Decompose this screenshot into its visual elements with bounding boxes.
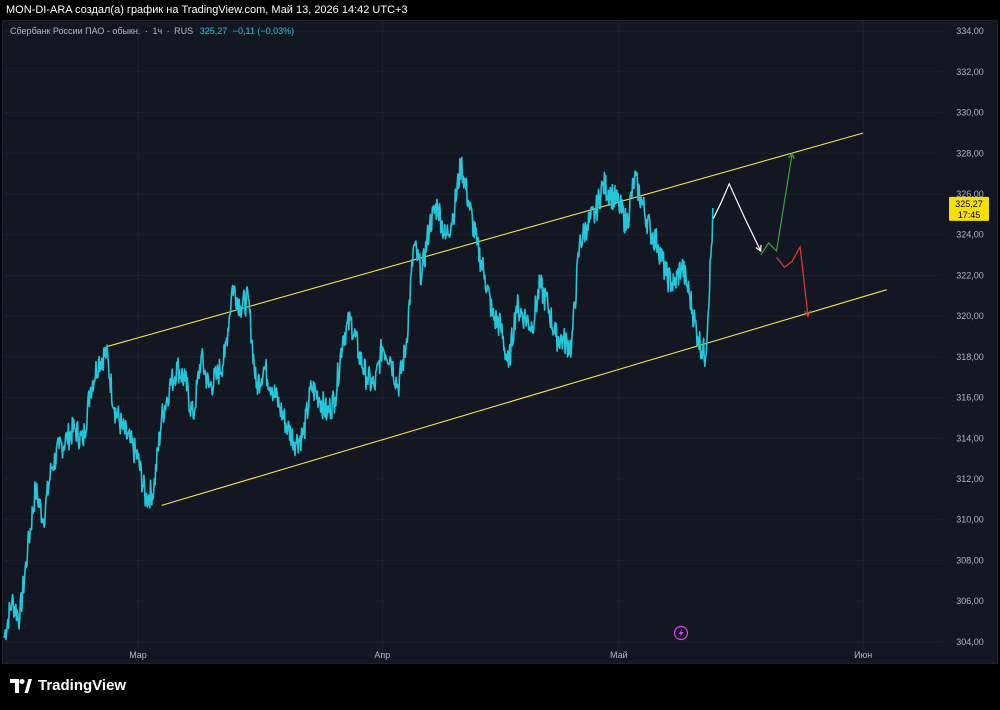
- price-axis: 304,00 306,00 308,00 310,00 312,00 314,00 316,…: [956, 26, 984, 647]
- lightning-icon[interactable]: [673, 625, 689, 641]
- chart-header-title: MON-DI-ARA создал(а) график на TradingVi…: [6, 4, 408, 16]
- channel-lower-line: [161, 289, 887, 506]
- projection-red-arrowhead: [804, 310, 811, 318]
- projection-white-arrowhead: [755, 244, 762, 253]
- x-tick-label: Апр: [374, 650, 390, 660]
- x-tick-label: Мар: [129, 650, 147, 660]
- y-tick-label: 326,00: [956, 189, 984, 199]
- y-tick-label: 312,00: [956, 474, 984, 484]
- projection-red: [776, 244, 809, 317]
- x-tick-label: Июн: [854, 650, 872, 660]
- y-tick-label: 328,00: [956, 148, 984, 158]
- y-tick-label: 332,00: [956, 67, 984, 77]
- chart-frame: [2, 20, 998, 664]
- y-tick-label: 310,00: [956, 515, 984, 525]
- y-tick-label: 304,00: [956, 637, 984, 647]
- y-tick-label: 322,00: [956, 270, 984, 280]
- price-line: [3, 156, 714, 641]
- brand[interactable]: TradingView: [10, 677, 126, 694]
- legend-change: −0,11 (−0,03%): [232, 26, 295, 36]
- price-tag-box: [949, 196, 989, 221]
- channel-upper-line: [106, 132, 864, 348]
- x-tick-label: Май: [610, 650, 628, 660]
- price-chart[interactable]: 304,00 306,00 308,00 310,00 312,00 314,00 316,…: [0, 0, 1000, 665]
- symbol-legend: Сбербанк России ПАО - обыкн. · 1ч · RUS …: [10, 26, 295, 36]
- y-tick-label: 306,00: [956, 596, 984, 606]
- tradingview-logo-icon: [10, 678, 32, 693]
- y-tick-label: 316,00: [956, 393, 984, 403]
- legend-exchange: RUS: [174, 26, 194, 36]
- channel-lines: [106, 132, 887, 506]
- price-tag: 325,27 17:45: [949, 196, 989, 221]
- y-tick-label: 334,00: [956, 26, 984, 36]
- time-axis: Мар Апр Май Июн: [129, 650, 872, 660]
- price-tag-price: 325,27: [955, 199, 983, 209]
- legend-last-price: 325,27: [199, 26, 228, 36]
- legend-symbol: Сбербанк России ПАО - обыкн.: [10, 26, 141, 36]
- y-tick-label: 330,00: [956, 108, 984, 118]
- legend-interval: 1ч: [152, 26, 163, 36]
- price-series: [3, 156, 714, 641]
- footer-bar: [0, 665, 1000, 710]
- chart-header: MON-DI-ARA создал(а) график на TradingVi…: [0, 0, 1000, 20]
- y-tick-label: 314,00: [956, 433, 984, 443]
- brand-name: TradingView: [38, 677, 127, 694]
- y-tick-label: 320,00: [956, 311, 984, 321]
- price-tag-countdown: 17:45: [958, 210, 981, 220]
- y-tick-label: 324,00: [956, 230, 984, 240]
- y-tick-label: 318,00: [956, 352, 984, 362]
- grid-lines: [4, 21, 942, 652]
- projection-white: [712, 182, 762, 252]
- y-tick-label: 308,00: [956, 555, 984, 565]
- projection-green: [760, 153, 793, 256]
- projection-green-arrowhead: [788, 152, 795, 160]
- projection-lines: [712, 152, 811, 318]
